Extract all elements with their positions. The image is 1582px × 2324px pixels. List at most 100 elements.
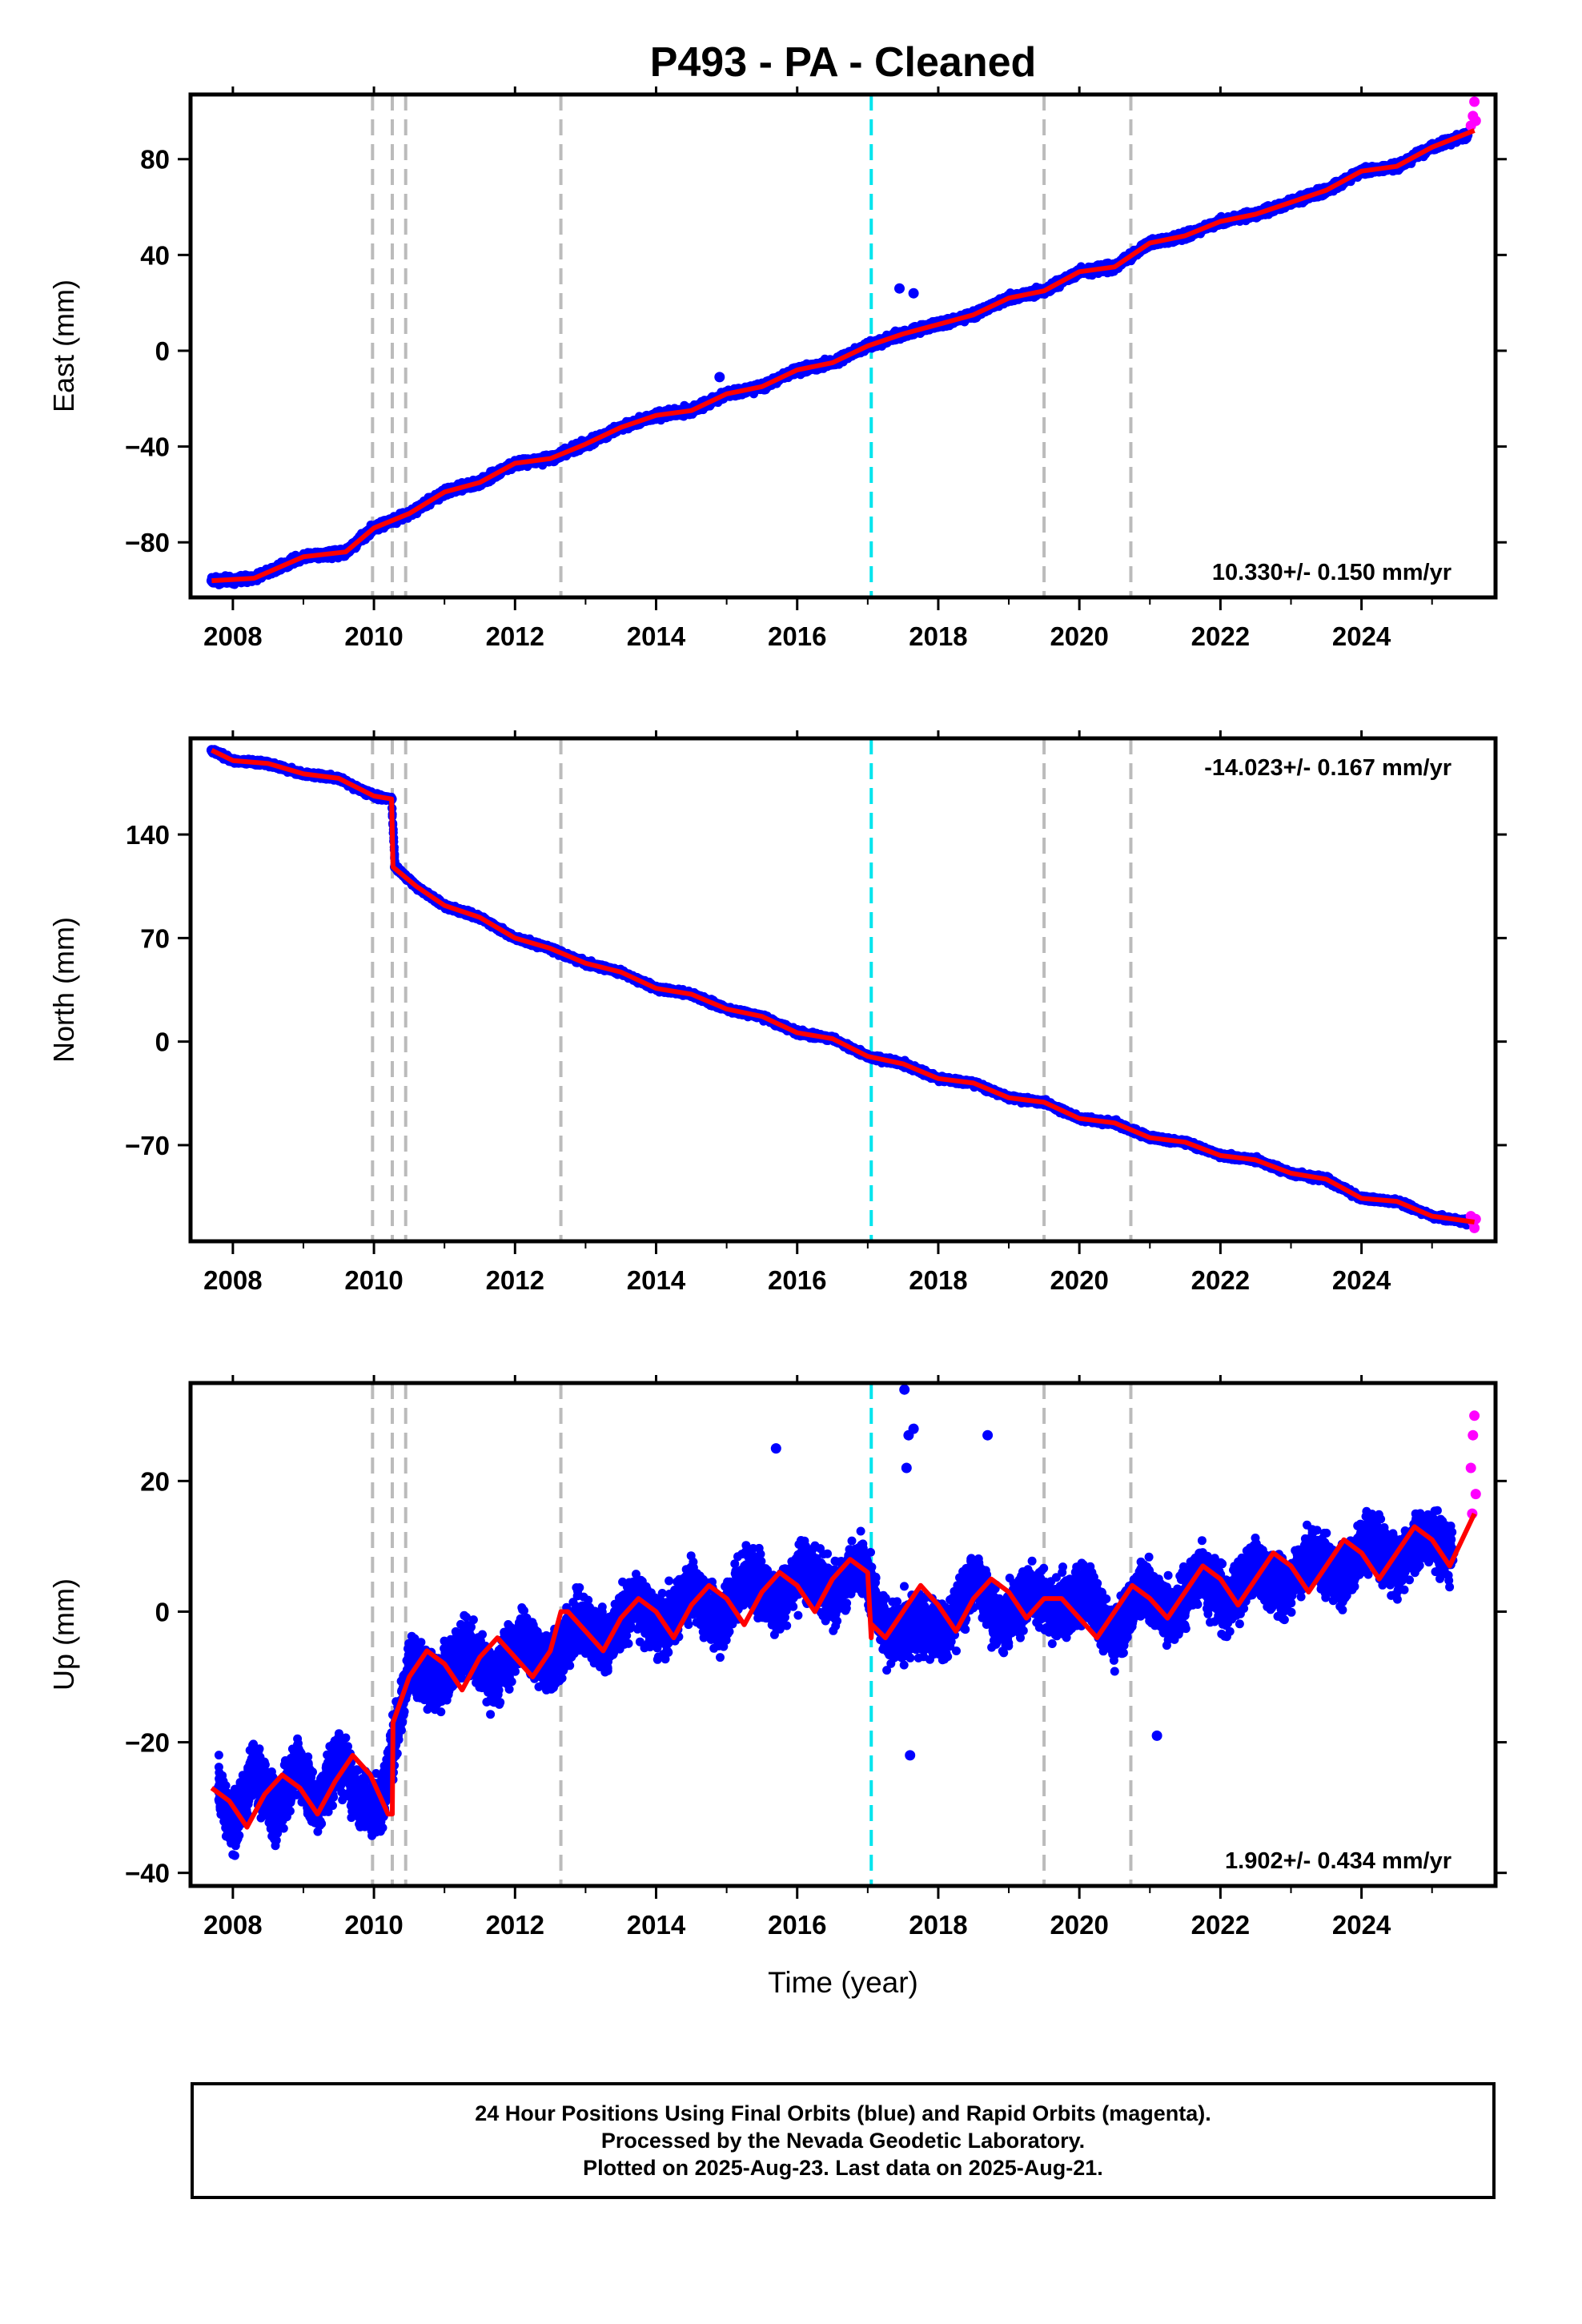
final-orbit-point [894, 283, 905, 294]
x-tick-label: 2024 [1332, 1910, 1391, 1940]
final-orbit-point [1279, 1586, 1290, 1598]
y-tick-label: −20 [125, 1728, 170, 1758]
rapid-orbit-point [1465, 1462, 1476, 1474]
final-orbit-point [291, 1756, 302, 1767]
final-orbit-point [1053, 1606, 1064, 1617]
final-orbit-point [770, 1443, 781, 1454]
final-orbit-point [1307, 1547, 1318, 1558]
final-orbit-point [1081, 1586, 1092, 1598]
final-orbit-point [355, 1795, 365, 1807]
x-tick-label: 2008 [203, 621, 262, 651]
plot-frame [188, 736, 1498, 1244]
final-orbit-point [901, 1462, 912, 1474]
x-tick-label: 2010 [344, 621, 403, 651]
footer-line-2: Processed by the Nevada Geodetic Laborat… [601, 2127, 1085, 2154]
final-orbit-point [968, 1574, 979, 1585]
y-tick-label: −70 [125, 1131, 170, 1160]
final-orbit-point [1250, 1560, 1261, 1571]
y-tick-label: −40 [125, 1859, 170, 1888]
final-orbit-point [940, 1626, 951, 1637]
footer-line-3: Plotted on 2025-Aug-23. Last data on 202… [583, 2154, 1103, 2181]
final-orbit-point [1025, 1586, 1035, 1598]
x-tick-label: 2014 [627, 1265, 686, 1295]
final-orbit-point [1391, 1560, 1403, 1571]
final-orbit-point [686, 1580, 697, 1591]
data-layer [206, 745, 1481, 1233]
y-tick-label: 140 [126, 820, 170, 850]
x-tick-label: 2016 [768, 621, 826, 651]
model-fit-line [211, 128, 1476, 584]
final-orbit-point [855, 1554, 866, 1565]
x-tick-label: 2008 [203, 1265, 262, 1295]
rapid-orbit-point [1470, 1489, 1481, 1500]
final-orbit-point [1222, 1599, 1233, 1610]
final-orbit-point [899, 1384, 910, 1395]
model-fit-line [210, 1512, 1477, 1830]
y-axis-label: North (mm) [47, 917, 80, 1063]
final-orbit-point [908, 1423, 919, 1434]
final-orbit-point [770, 1599, 781, 1610]
final-orbit-point [714, 372, 725, 383]
y-axis-label: East (mm) [47, 279, 80, 412]
y-tick-label: −80 [125, 528, 170, 557]
final-orbit-point [982, 1429, 994, 1441]
x-tick-label: 2020 [1050, 621, 1108, 651]
final-orbit-point [1138, 1580, 1148, 1591]
x-tick-label: 2020 [1050, 1910, 1108, 1940]
x-tick-label: 2020 [1050, 1265, 1108, 1295]
y-tick-label: 0 [155, 1027, 170, 1057]
final-orbit-point [1109, 1632, 1120, 1643]
x-tick-label: 2024 [1332, 1265, 1391, 1295]
plot-frame [188, 1381, 1498, 1888]
final-orbit-point [488, 1671, 500, 1683]
rate-label: 10.330+/- 0.150 mm/yr [1212, 560, 1452, 585]
rate-label: -14.023+/- 0.167 mm/yr [1204, 755, 1452, 781]
final-orbit-point [432, 1678, 443, 1689]
x-tick-label: 2022 [1191, 621, 1250, 651]
final-orbit-point [1335, 1574, 1346, 1585]
rate-label: 1.902+/- 0.434 mm/yr [1225, 1848, 1452, 1874]
y-tick-label: 0 [155, 1597, 170, 1626]
east-panel: 2008 2010 2012 2014 2016 2018 2020 2022 2024 −80 −… [47, 86, 1507, 651]
x-tick-label: 2024 [1332, 621, 1391, 651]
x-tick-label: 2022 [1191, 1265, 1250, 1295]
x-tick-label: 2014 [627, 1910, 686, 1940]
y-tick-label: 80 [140, 145, 170, 175]
model-fit-line [211, 748, 1476, 1224]
y-tick-label: −40 [125, 432, 170, 462]
rapid-orbit-point [1468, 1429, 1479, 1441]
footer-line-1: 24 Hour Positions Using Final Orbits (bl… [475, 2100, 1211, 2127]
final-orbit-point [742, 1567, 753, 1578]
rapid-orbit-point [1469, 96, 1480, 107]
x-tick-label: 2018 [909, 1910, 967, 1940]
final-orbit-point [799, 1560, 809, 1571]
final-orbit-point [1151, 1730, 1162, 1741]
final-orbit-point [544, 1659, 556, 1670]
x-axis-label: Time (year) [768, 1966, 918, 1999]
north-panel: 2008 2010 2012 2014 2016 2018 2020 2022 2024 −70 0… [47, 730, 1507, 1295]
y-tick-label: 20 [140, 1466, 170, 1496]
x-tick-label: 2016 [768, 1265, 826, 1295]
data-layer [210, 1384, 1481, 1860]
x-tick-label: 2014 [627, 621, 686, 651]
x-tick-label: 2018 [909, 621, 967, 651]
x-tick-label: 2022 [1191, 1910, 1250, 1940]
x-tick-label: 2010 [344, 1265, 403, 1295]
final-orbit-point [460, 1638, 472, 1650]
x-tick-label: 2008 [203, 1910, 262, 1940]
final-orbit-point [516, 1632, 528, 1643]
footer-info-box: 24 Hour Positions Using Final Orbits (bl… [191, 2082, 1496, 2199]
final-orbit-point [227, 1822, 239, 1833]
x-tick-label: 2010 [344, 1910, 403, 1940]
final-orbit-point-cloud [207, 745, 1472, 1230]
rapid-orbit-point [1469, 1222, 1480, 1233]
x-tick-label: 2012 [486, 621, 544, 651]
final-orbit-point [905, 1750, 916, 1761]
figure-title: P493 - PA - Cleaned [650, 39, 1037, 86]
final-orbit-point [270, 1808, 281, 1819]
x-tick-label: 2018 [909, 1265, 967, 1295]
rapid-orbit-point [1469, 1410, 1480, 1421]
plot-frame [188, 92, 1498, 600]
final-orbit-point [248, 1763, 259, 1774]
